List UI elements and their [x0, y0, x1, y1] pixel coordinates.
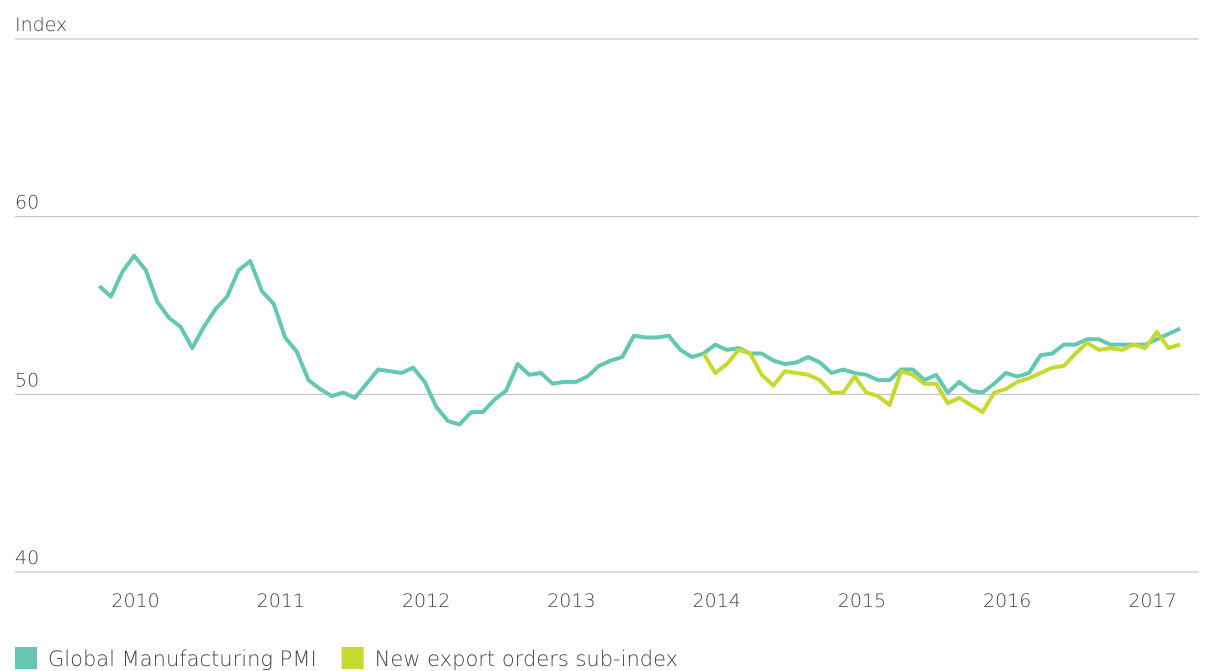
y-tick-label: 50: [15, 369, 39, 391]
series-line: [97, 253, 1181, 427]
y-tick-label: 60: [15, 192, 39, 214]
series-line: [701, 330, 1181, 415]
x-tick-label: 2010: [111, 590, 159, 612]
legend-label: Global Manufacturing PMI: [48, 647, 317, 671]
y-tick-label: Index: [15, 14, 67, 36]
legend-swatch: [341, 647, 364, 669]
x-tick-label: 2014: [693, 590, 741, 612]
x-tick-label: 2013: [547, 590, 595, 612]
legend-swatch: [15, 647, 37, 669]
x-tick-label: 2016: [983, 590, 1031, 612]
x-tick-label: 2015: [838, 590, 886, 612]
x-tick-label: 2011: [257, 590, 305, 612]
x-tick-label: 2012: [402, 590, 450, 612]
legend-label: New export orders sub-index: [375, 647, 678, 671]
y-tick-label: 40: [15, 547, 39, 569]
x-tick-label: 2017: [1128, 590, 1176, 612]
